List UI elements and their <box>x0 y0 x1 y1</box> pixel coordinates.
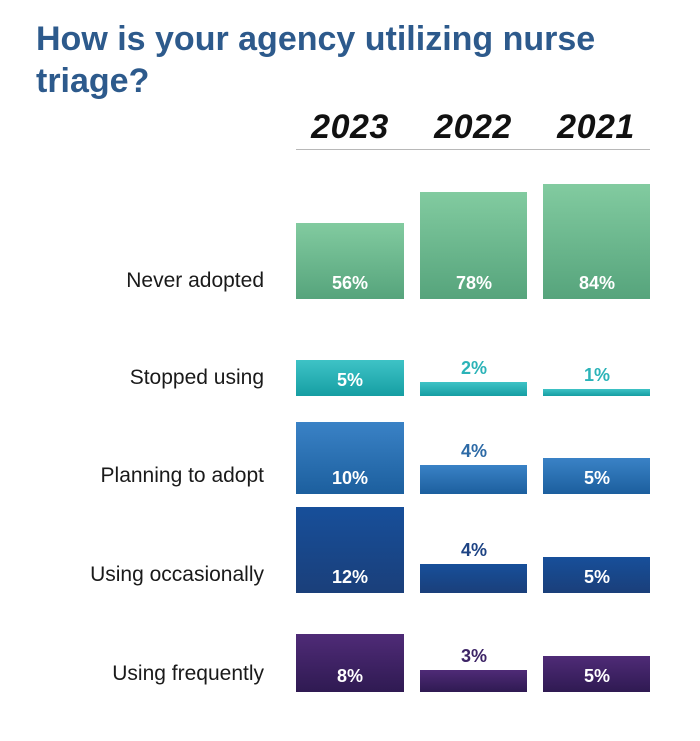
value-label-2021-using-occasionally: 5% <box>583 567 610 587</box>
value-label-2023-stopped-using: 5% <box>336 370 363 390</box>
year-header-2023: 2023 <box>311 108 389 146</box>
bar-2023-using-occasionally <box>296 507 404 593</box>
value-label-2022-using-frequently: 3% <box>460 646 487 666</box>
category-label-never-adopted: Never adopted <box>126 269 264 292</box>
bar-2023-using-frequently <box>296 634 404 692</box>
value-label-2023-using-occasionally: 12% <box>331 567 369 587</box>
bar-2021-planning-to-adopt <box>543 458 650 494</box>
value-label-2022-planning-to-adopt: 4% <box>460 441 487 461</box>
value-label-2021-planning-to-adopt: 5% <box>583 468 610 488</box>
bar-2022-stopped-using <box>420 382 527 396</box>
value-label-2023-using-frequently: 8% <box>336 666 363 686</box>
bar-2023-stopped-using <box>296 360 404 396</box>
value-label-2021-never-adopted: 84% <box>578 273 616 293</box>
bar-2021-never-adopted <box>543 184 650 299</box>
value-label-2023-planning-to-adopt: 10% <box>331 468 369 488</box>
category-label-planning-to-adopt: Planning to adopt <box>100 464 264 487</box>
category-label-using-occasionally: Using occasionally <box>90 563 264 586</box>
year-header-2021: 2021 <box>557 108 635 146</box>
bar-2022-never-adopted <box>420 192 527 299</box>
category-label-stopped-using: Stopped using <box>129 366 264 389</box>
year-header-2022: 2022 <box>434 108 512 146</box>
value-label-2022-using-occasionally: 4% <box>460 540 487 560</box>
bar-2022-using-occasionally <box>420 564 527 593</box>
bar-2022-planning-to-adopt <box>420 465 527 494</box>
chart-title: How is your agency utilizing nurse triag… <box>36 20 596 100</box>
value-label-2022-stopped-using: 2% <box>460 358 487 378</box>
bar-2022-using-frequently <box>420 670 527 692</box>
value-label-2021-stopped-using: 1% <box>583 365 610 385</box>
value-label-2021-using-frequently: 5% <box>583 666 610 686</box>
value-label-2023-never-adopted: 56% <box>331 273 369 293</box>
category-label-using-frequently: Using frequently <box>112 662 264 685</box>
bar-2021-stopped-using <box>543 389 650 396</box>
header-divider <box>296 149 650 150</box>
bar-2023-never-adopted <box>296 223 404 299</box>
bar-2021-using-frequently <box>543 656 650 692</box>
value-label-2022-never-adopted: 78% <box>455 273 493 293</box>
bar-2023-planning-to-adopt <box>296 422 404 494</box>
bar-2021-using-occasionally <box>543 557 650 593</box>
